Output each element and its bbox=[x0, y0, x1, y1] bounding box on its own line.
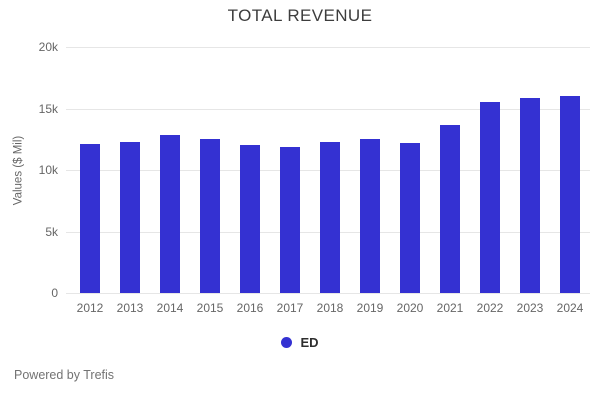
bar-2017[interactable] bbox=[280, 146, 300, 293]
bar-2024[interactable] bbox=[560, 96, 580, 293]
x-axis-tick-label: 2022 bbox=[476, 301, 504, 315]
powered-by-trefis-link[interactable]: Powered by Trefis bbox=[14, 368, 115, 382]
x-axis-tick-label: 2021 bbox=[436, 301, 464, 315]
bar-2021[interactable] bbox=[440, 125, 460, 293]
gridline bbox=[66, 47, 590, 48]
bar-2014[interactable] bbox=[160, 134, 180, 293]
x-axis-tick-label: 2013 bbox=[116, 301, 144, 315]
y-axis-ticks: 20k 15k 10k 5k 0 bbox=[0, 40, 58, 300]
x-axis-tick-label: 2020 bbox=[396, 301, 424, 315]
x-axis-tick-label: 2023 bbox=[516, 301, 544, 315]
x-axis-tick-label: 2014 bbox=[156, 301, 184, 315]
chart-title: TOTAL REVENUE bbox=[227, 6, 373, 25]
bar-2013[interactable] bbox=[120, 141, 140, 293]
x-axis-tick-label: 2018 bbox=[316, 301, 344, 315]
y-axis-tick-label: 0 bbox=[51, 286, 58, 300]
gridline bbox=[66, 108, 590, 110]
legend-label: ED bbox=[300, 335, 319, 350]
y-axis-tick-label: 20k bbox=[38, 40, 58, 54]
bar-2022[interactable] bbox=[480, 101, 500, 293]
bar-2020[interactable] bbox=[400, 142, 420, 293]
bar-2016[interactable] bbox=[240, 144, 260, 293]
y-axis-tick-label: 15k bbox=[38, 101, 58, 116]
x-axis-tick-label: 2016 bbox=[236, 301, 264, 315]
x-axis-labels: 2012 2013 2014 2015 2016 2017 2018 2019 2020 2021… bbox=[66, 301, 590, 317]
bar-2019[interactable] bbox=[360, 139, 380, 293]
y-axis-tick-label: 10k bbox=[38, 163, 58, 177]
y-axis-tick-label: 5k bbox=[45, 224, 58, 239]
gridline bbox=[66, 293, 590, 294]
bar-2023[interactable] bbox=[520, 98, 540, 293]
plot-area bbox=[66, 47, 590, 294]
x-axis-tick-label: 2024 bbox=[556, 301, 584, 315]
x-axis-tick-label: 2015 bbox=[196, 301, 224, 315]
x-axis-tick-label: 2017 bbox=[276, 301, 304, 315]
bar-2018[interactable] bbox=[320, 141, 340, 293]
legend-item-ed[interactable]: ED bbox=[0, 335, 600, 350]
bar-2012[interactable] bbox=[80, 144, 100, 293]
legend-marker-icon bbox=[281, 337, 293, 348]
x-axis-tick-label: 2012 bbox=[76, 301, 104, 315]
x-axis-tick-label: 2019 bbox=[356, 301, 384, 315]
bar-2015[interactable] bbox=[200, 139, 220, 293]
